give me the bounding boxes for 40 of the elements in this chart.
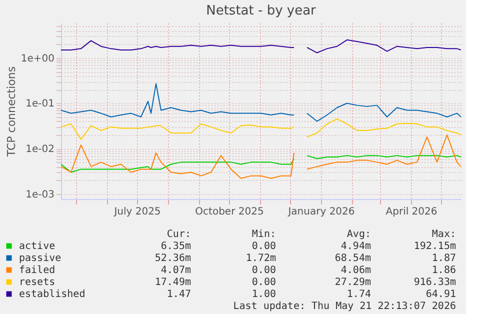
legend-label: established [19,289,86,300]
legend-label: failed [19,265,56,276]
text: Avg: [346,229,371,240]
text: 4.94m [340,241,371,252]
y-tick-label: 1e+00 [20,53,54,64]
text: 52.36m [154,253,191,264]
x-tick-label: October 2025 [195,206,264,218]
text: 27.29m [334,277,371,288]
text: 0.00 [252,241,276,252]
text: 64.91 [426,289,456,300]
text: Max: [432,229,456,240]
text: 1.87 [432,253,456,264]
x-tick-label: April 2026 [386,206,438,218]
legend-label: passive [19,253,62,264]
x-tick-label: January 2026 [287,206,355,218]
text: 1.74 [346,289,371,300]
text: Cur: [166,229,191,240]
text: 17.49m [154,277,191,288]
text: 1.86 [432,265,456,276]
text: 1.72m [246,253,276,264]
text: 4.06m [340,265,371,276]
text: Min: [252,229,276,240]
text: Last update: Thu May 21 22:13:07 2026 [233,301,456,312]
text: 1.47 [166,289,191,300]
legend-label: resets [19,277,56,288]
text: 1.00 [252,289,276,300]
text: 916.33m [414,277,456,288]
text: 0.00 [252,277,276,288]
legend-label: active [19,241,56,252]
y-tick-label: 1e-01 [26,98,54,110]
y-axis-title: TCP connections [4,66,18,158]
text: 68.54m [334,253,371,264]
y-tick-label: 1e-03 [26,189,54,200]
x-tick-label: July 2025 [113,206,161,218]
text: 0.00 [252,265,276,276]
y-tick-label: 1e-02 [26,144,54,156]
chart-title: Netstat - by year [206,3,317,18]
text: 6.35m [160,241,191,252]
text: 192.15m [414,241,456,252]
text: 4.07m [160,265,191,276]
